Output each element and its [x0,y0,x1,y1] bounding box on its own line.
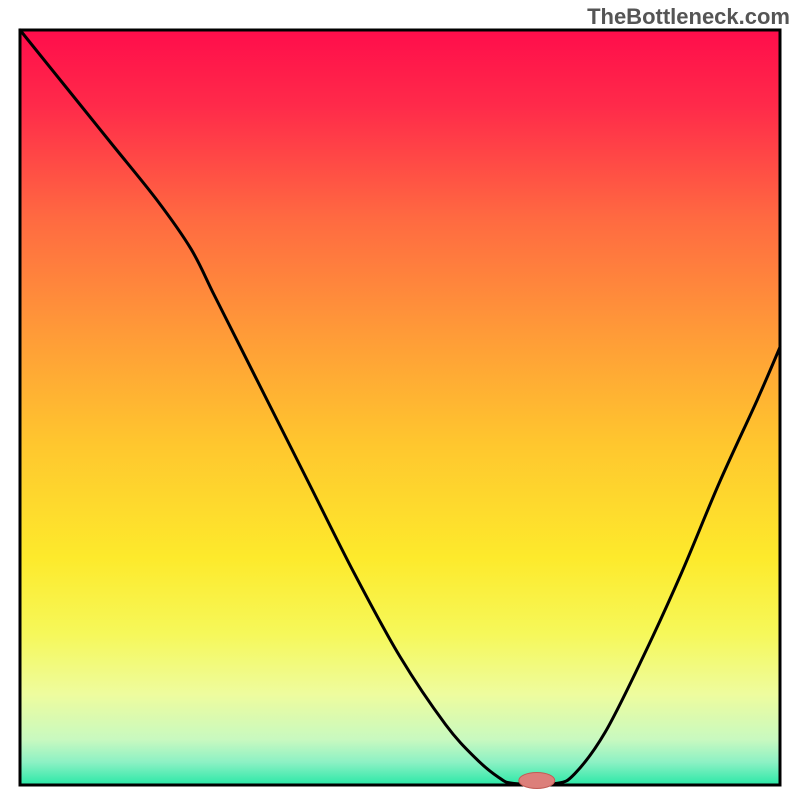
bottleneck-chart [0,0,800,800]
watermark-text: TheBottleneck.com [587,4,790,30]
optimum-marker [519,772,555,788]
chart-svg [0,0,800,800]
gradient-background [20,30,780,785]
